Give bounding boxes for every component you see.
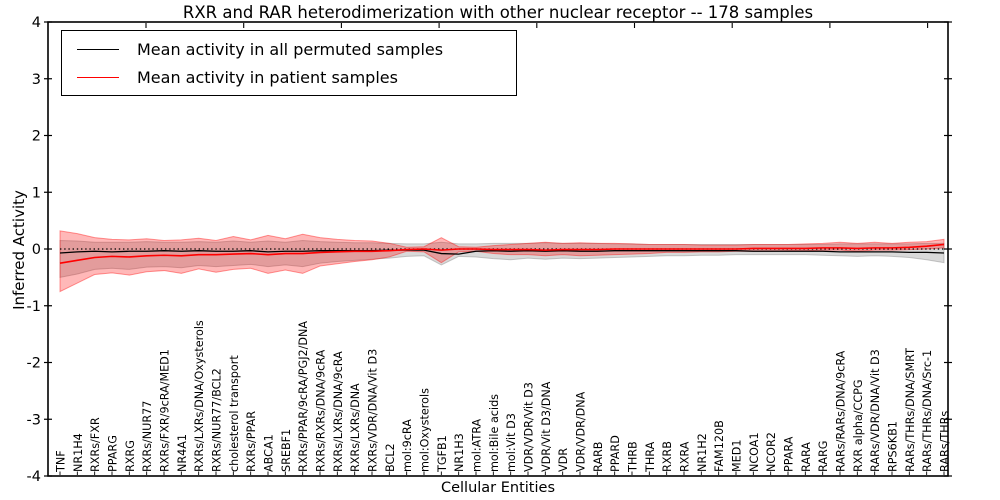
legend-label-permuted: Mean activity in all permuted samples <box>137 39 444 59</box>
y-tick-label: -3 <box>27 412 41 428</box>
x-tick-label: RXRs/RXRs/DNA/9cRA <box>315 349 328 472</box>
x-tick-label: RPS6KB1 <box>887 421 900 472</box>
legend-label-patient: Mean activity in patient samples <box>137 67 398 87</box>
x-tick-label: RXR alpha/CCPG <box>852 379 865 472</box>
legend-line-red <box>77 76 119 78</box>
x-tick-label: THRB <box>627 441 640 473</box>
x-tick-label: RXRs/LXRs/DNA/Oxysterols <box>193 320 206 472</box>
x-tick-label: NR1H4 <box>72 433 85 472</box>
mean-line-permuted <box>59 249 945 255</box>
x-tick-label: mol:9cRA <box>401 419 414 472</box>
x-tick-label: VDR <box>557 448 570 472</box>
y-axis-label: Inferred Activity <box>10 190 28 310</box>
y-tick-label: 4 <box>32 15 41 31</box>
x-tick-label: RXRs/PPAR <box>245 411 258 472</box>
legend: Mean activity in all permuted samples Me… <box>61 30 517 96</box>
band-patient-samples-range <box>59 230 945 293</box>
chart-title: RXR and RAR heterodimerization with othe… <box>182 3 814 22</box>
x-tick-label: RXRs/FXR/9cRA/MED1 <box>159 349 172 472</box>
x-tick-label: RARB <box>592 442 605 472</box>
x-tick-label: RXRB <box>661 441 674 472</box>
x-tick-label: RXRs/LXRs/DNA/9cRA <box>332 351 345 472</box>
x-tick-label: VDR/VDR/Vit D3 <box>523 382 536 472</box>
x-tick-label: NCOR2 <box>765 432 778 472</box>
x-tick-label: NCOA1 <box>748 432 761 472</box>
x-tick-label: MED1 <box>731 440 744 472</box>
legend-line-black <box>77 48 119 50</box>
x-tick-label: THRA <box>644 441 657 473</box>
y-tick-label: 0 <box>32 242 41 258</box>
x-tick-label: mol:Vit D3 <box>505 413 518 472</box>
y-tick-label: -1 <box>27 299 41 315</box>
x-tick-label: RXRA <box>679 441 692 472</box>
x-tick-label: mol:ATRA <box>471 418 484 472</box>
x-tick-label: PPARG <box>107 435 120 472</box>
mean-line-patient <box>59 243 945 264</box>
x-tick-label: RXRs/LXRs/DNA <box>349 383 362 472</box>
x-tick-label: RARs/THRs/DNA/SMRT <box>904 348 917 472</box>
x-tick-label: ABCA1 <box>263 434 276 472</box>
x-tick-label: RARs/THRs <box>939 411 952 472</box>
x-axis-label: Cellular Entities <box>440 480 556 496</box>
x-tick-label: RXRs/PPAR/9cRA/PGJ2/DNA <box>297 321 310 472</box>
x-tick-label: FAM120B <box>713 420 726 472</box>
x-tick-label: RARs/VDR/DNA/Vit D3 <box>869 349 882 472</box>
legend-item-permuted: Mean activity in all permuted samples <box>62 36 516 62</box>
x-tick-label: mol:Bile acids <box>488 394 501 472</box>
x-tick-label: RARG <box>817 441 830 472</box>
x-tick-label: PPARA <box>783 436 796 472</box>
y-tick-label: -2 <box>27 356 41 372</box>
y-tick-label: 3 <box>32 72 41 88</box>
x-tick-label: RXRs/NUR77 <box>141 401 154 472</box>
x-tick-label: TGFB1 <box>436 435 449 473</box>
x-tick-label: cholesterol transport <box>228 355 241 472</box>
y-tick-label: -4 <box>27 469 41 485</box>
x-tick-label: RXRs/FXR <box>89 417 102 472</box>
x-tick-label: RXRs/NUR77/BCL2 <box>211 368 224 472</box>
x-tick-label: NR4A1 <box>176 434 189 472</box>
x-tick-label: mol:Oxysterols <box>419 388 432 472</box>
x-tick-label: RARs/THRs/DNA/Src-1 <box>921 350 934 472</box>
x-tick-label: VDR/VDR/DNA <box>575 391 588 472</box>
x-tick-label: PPARD <box>609 435 622 472</box>
x-tick-label: RARs/RARs/DNA/9cRA <box>835 350 848 472</box>
x-tick-label: RARA <box>800 442 813 472</box>
x-tick-label: VDR/Vit D3/DNA <box>540 381 553 472</box>
x-tick-label: RXRG <box>124 440 137 472</box>
x-tick-label: NR1H2 <box>696 433 709 472</box>
x-tick-label: TNF <box>55 450 68 473</box>
y-tick-label: 1 <box>32 185 41 201</box>
x-tick-label: BCL2 <box>384 443 397 472</box>
x-tick-label: RXRs/VDR/DNA/Vit D3 <box>367 349 380 472</box>
legend-item-patient: Mean activity in patient samples <box>62 64 516 90</box>
x-tick-label: SREBF1 <box>280 429 293 472</box>
x-tick-label: NR1H3 <box>453 433 466 472</box>
y-tick-label: 2 <box>32 129 41 145</box>
